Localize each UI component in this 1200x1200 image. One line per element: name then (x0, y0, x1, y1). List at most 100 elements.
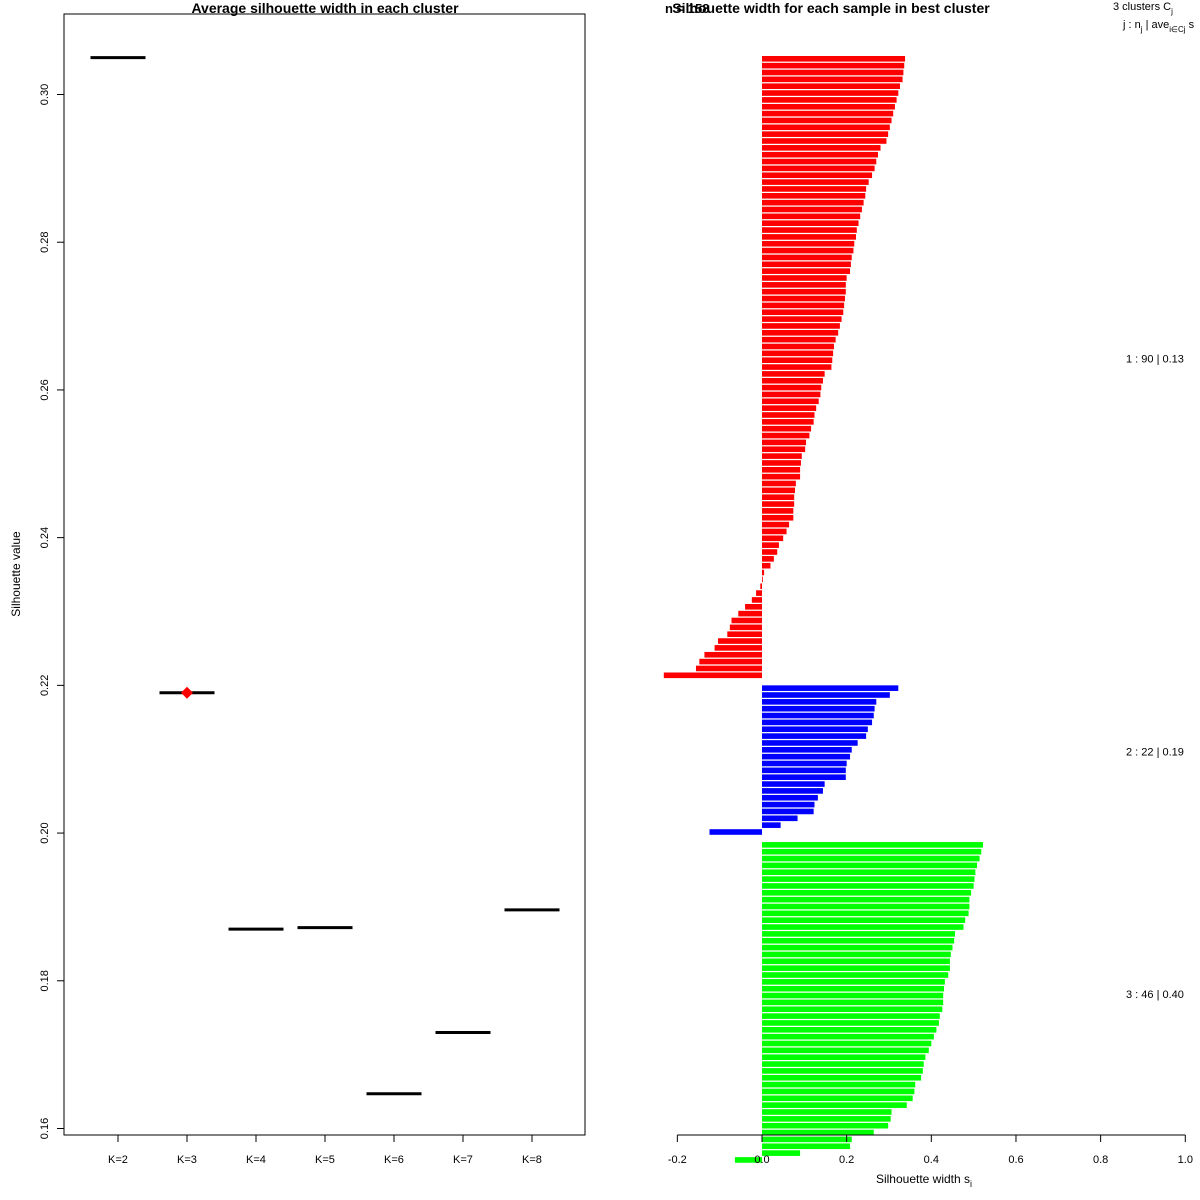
silhouette-bar-c3 (762, 1129, 874, 1136)
silhouette-bar-c1 (762, 268, 851, 274)
silhouette-bar-c1 (762, 90, 899, 96)
y-tick-label: 0.28 (39, 232, 51, 253)
silhouette-bar-c1 (762, 309, 844, 316)
silhouette-bar-c1 (762, 103, 895, 110)
right-chart-title: Silhouette width for each sample in best… (672, 0, 990, 16)
silhouette-bar-c2 (762, 719, 873, 726)
silhouette-bar-c3 (762, 951, 951, 958)
silhouette-bar-c1 (762, 398, 819, 405)
silhouette-bar-c3 (762, 1068, 923, 1074)
silhouette-bar-c1 (762, 97, 897, 103)
silhouette-bar-c1 (762, 364, 832, 370)
silhouette-bar-c3 (762, 862, 978, 869)
silhouette-bar-c3 (762, 999, 944, 1006)
y-tick-label: 0.30 (39, 84, 51, 105)
x-tick-label: 0.2 (839, 1154, 854, 1166)
silhouette-bar-c2 (762, 822, 781, 828)
silhouette-bar-c1 (762, 193, 866, 199)
silhouette-bar-c1 (762, 405, 817, 411)
left-chart-marks (90, 56, 560, 1096)
silhouette-bar-c1 (762, 521, 790, 528)
cluster-header-line1: 3 clusters Cj (1113, 1, 1173, 16)
silhouette-bar-c3 (762, 1150, 801, 1156)
silhouette-bar-c2 (762, 753, 851, 760)
silhouette-bar-c2 (762, 712, 874, 719)
y-tick-label: 0.18 (39, 970, 51, 991)
silhouette-bar-c1 (762, 501, 795, 507)
silhouette-bar-c1 (727, 631, 762, 637)
silhouette-bar-c1 (762, 240, 855, 247)
silhouette-bar-c1 (699, 658, 762, 665)
x-tick-label-k8: K=8 (522, 1154, 542, 1166)
silhouette-bar-c1 (762, 425, 812, 432)
silhouette-bar-c1 (762, 288, 846, 295)
silhouette-bar-c1 (695, 665, 762, 672)
silhouette-bar-c1 (762, 432, 810, 439)
x-tick-label: 0.0 (754, 1154, 769, 1166)
silhouette-bar-c2 (762, 705, 875, 712)
silhouette-bar-c3 (762, 1013, 940, 1019)
cluster-labels: 1 : 90 | 0.13 2 : 22 | 0.19 3 : 46 | 0.40 (1126, 354, 1184, 1001)
silhouette-bar-c1 (762, 508, 794, 514)
silhouette-bar-c3 (762, 1020, 939, 1026)
silhouette-bar-c1 (762, 371, 825, 377)
silhouette-bar-c3 (762, 924, 964, 930)
silhouette-bar-c1 (762, 350, 834, 357)
silhouette-bar-c1 (762, 487, 796, 494)
silhouette-bar-c1 (745, 604, 762, 610)
silhouette-bar-c3 (762, 917, 966, 923)
silhouette-bar-c1 (704, 651, 762, 658)
cluster-header2-sub: j (1140, 25, 1143, 34)
silhouette-bar-c3 (762, 1047, 929, 1054)
x-tick-label: 0.6 (1008, 1154, 1023, 1166)
silhouette-bar-c1 (762, 172, 873, 179)
silhouette-bar-c3 (762, 944, 953, 951)
silhouette-bar-c3 (762, 958, 950, 965)
silhouette-bar-c1 (762, 528, 787, 535)
cluster-header-line2: j : nj | avei∈Cj s (1122, 19, 1195, 34)
y-tick-label: 0.26 (39, 379, 51, 400)
silhouette-bar-c1 (762, 83, 900, 89)
x-tick-label-k3: K=3 (177, 1154, 197, 1166)
silhouette-bar-c3 (762, 842, 983, 848)
silhouette-bar-c1 (762, 131, 889, 137)
silhouette-bar-c1 (762, 330, 839, 336)
x-tick-label-k4: K=4 (246, 1154, 266, 1166)
silhouette-bar-c1 (729, 624, 762, 631)
cluster-label-1: 1 : 90 | 0.13 (1126, 354, 1184, 366)
silhouette-bar-c3 (762, 1081, 916, 1088)
right-x-axis-label-sub: i (970, 1179, 972, 1189)
silhouette-bar-c1 (762, 391, 821, 398)
silhouette-bar-c3 (762, 1040, 932, 1047)
x-tick-label: 1.0 (1178, 1154, 1193, 1166)
silhouette-bar-c1 (762, 473, 801, 480)
silhouette-bar-c3 (762, 1136, 852, 1143)
silhouette-bar-c3 (762, 1122, 889, 1129)
cluster-header2-mid: | ave (1143, 19, 1170, 31)
silhouette-bar-c2 (762, 781, 825, 787)
y-tick-label: 0.24 (39, 527, 51, 548)
silhouette-bar-c3 (762, 1116, 891, 1122)
silhouette-bar-c2 (762, 774, 846, 780)
y-tick-label: 0.20 (39, 822, 51, 843)
silhouette-bar-c1 (731, 617, 762, 624)
silhouette-bar-c3 (762, 1027, 937, 1033)
silhouette-bar-c3 (762, 972, 949, 978)
silhouette-bar-c1 (762, 275, 847, 281)
silhouette-bar-c1 (751, 597, 762, 603)
silhouette-bar-c1 (762, 542, 779, 548)
silhouette-bar-c1 (762, 247, 854, 254)
silhouette-bar-c3 (762, 855, 980, 862)
silhouette-bar-c1 (762, 62, 905, 69)
cluster-header2-sub2: i∈Cj (1169, 25, 1186, 34)
silhouette-bar-c1 (762, 302, 845, 309)
silhouette-bar-c3 (762, 1088, 915, 1095)
silhouette-bar-c1 (762, 179, 869, 185)
silhouette-bar-c3 (762, 979, 945, 985)
silhouette-bar-c1 (762, 151, 878, 158)
silhouette-bar-c3 (762, 1143, 851, 1150)
silhouette-bar-c1 (762, 186, 867, 192)
silhouette-bar-c1 (762, 261, 851, 268)
silhouette-bar-c3 (762, 896, 970, 903)
left-chart-title: Average silhouette width in each cluster (191, 0, 459, 16)
